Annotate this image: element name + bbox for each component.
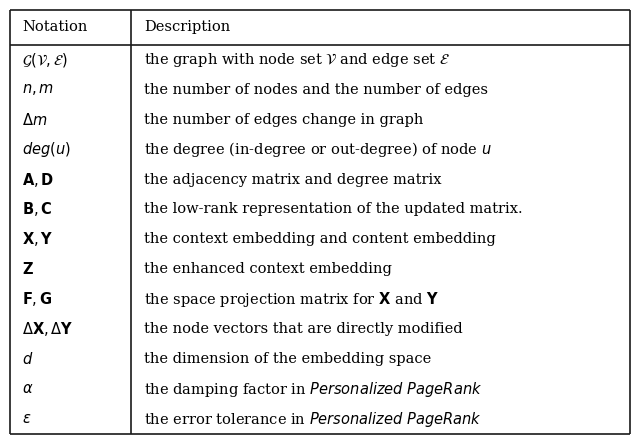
Text: the error tolerance in $\mathit{Personalized\ PageRank}$: the error tolerance in $\mathit{Personal… xyxy=(144,409,482,428)
Text: the number of edges change in graph: the number of edges change in graph xyxy=(144,113,423,127)
Text: $\epsilon$: $\epsilon$ xyxy=(22,412,31,426)
Text: the enhanced context embedding: the enhanced context embedding xyxy=(144,262,392,276)
Text: $\mathbf{X}, \mathbf{Y}$: $\mathbf{X}, \mathbf{Y}$ xyxy=(22,230,54,248)
Text: $\mathit{deg}(u)$: $\mathit{deg}(u)$ xyxy=(22,140,71,159)
Text: $\mathbf{F}, \mathbf{G}$: $\mathbf{F}, \mathbf{G}$ xyxy=(22,290,52,308)
Text: the context embedding and content embedding: the context embedding and content embedd… xyxy=(144,232,495,246)
Text: $n, m$: $n, m$ xyxy=(22,82,54,97)
Text: $\mathbf{B}, \mathbf{C}$: $\mathbf{B}, \mathbf{C}$ xyxy=(22,200,52,218)
Text: Notation: Notation xyxy=(22,20,88,34)
Text: the low-rank representation of the updated matrix.: the low-rank representation of the updat… xyxy=(144,202,522,216)
Text: $\mathcal{G}(\mathcal{V}, \mathcal{E})$: $\mathcal{G}(\mathcal{V}, \mathcal{E})$ xyxy=(22,51,67,69)
Text: the damping factor in $\mathit{Personalized\ PageRank}$: the damping factor in $\mathit{Personali… xyxy=(144,380,482,399)
Text: $\Delta\mathbf{X}, \Delta\mathbf{Y}$: $\Delta\mathbf{X}, \Delta\mathbf{Y}$ xyxy=(22,320,74,338)
Text: the dimension of the embedding space: the dimension of the embedding space xyxy=(144,352,431,366)
Text: $\Delta m$: $\Delta m$ xyxy=(22,111,47,127)
Text: the node vectors that are directly modified: the node vectors that are directly modif… xyxy=(144,322,463,336)
Text: the space projection matrix for $\mathbf{X}$ and $\mathbf{Y}$: the space projection matrix for $\mathbf… xyxy=(144,290,439,309)
Text: the graph with node set $\mathcal{V}$ and edge set $\mathcal{E}$: the graph with node set $\mathcal{V}$ an… xyxy=(144,51,450,69)
Text: the number of nodes and the number of edges: the number of nodes and the number of ed… xyxy=(144,83,488,97)
Text: $\mathbf{Z}$: $\mathbf{Z}$ xyxy=(22,262,34,278)
Text: $\mathbf{A}, \mathbf{D}$: $\mathbf{A}, \mathbf{D}$ xyxy=(22,170,54,189)
Text: the adjacency matrix and degree matrix: the adjacency matrix and degree matrix xyxy=(144,173,442,186)
Text: $d$: $d$ xyxy=(22,351,33,367)
Text: the degree (in-degree or out-degree) of node $u$: the degree (in-degree or out-degree) of … xyxy=(144,140,492,159)
Text: Description: Description xyxy=(144,20,230,34)
Text: $\alpha$: $\alpha$ xyxy=(22,382,33,396)
